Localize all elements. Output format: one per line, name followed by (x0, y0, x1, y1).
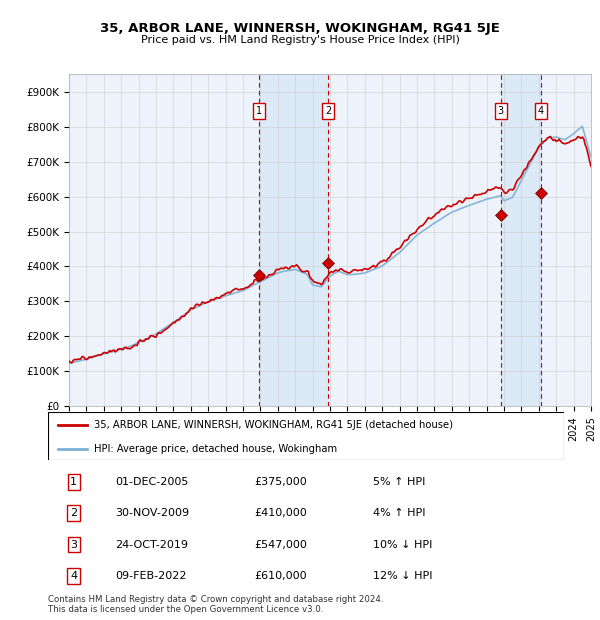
Text: 35, ARBOR LANE, WINNERSH, WOKINGHAM, RG41 5JE: 35, ARBOR LANE, WINNERSH, WOKINGHAM, RG4… (100, 22, 500, 35)
Text: £610,000: £610,000 (254, 571, 307, 581)
Text: 1: 1 (256, 106, 262, 116)
Bar (259, 74, 328, 406)
Text: 10% ↓ HPI: 10% ↓ HPI (373, 539, 433, 549)
Text: 2: 2 (70, 508, 77, 518)
Text: 4: 4 (70, 571, 77, 581)
Text: 5% ↑ HPI: 5% ↑ HPI (373, 477, 425, 487)
Text: Price paid vs. HM Land Registry's House Price Index (HPI): Price paid vs. HM Land Registry's House … (140, 35, 460, 45)
Text: £410,000: £410,000 (254, 508, 307, 518)
Text: £375,000: £375,000 (254, 477, 307, 487)
Text: 3: 3 (497, 106, 504, 116)
Text: £547,000: £547,000 (254, 539, 307, 549)
Text: 3: 3 (70, 539, 77, 549)
Text: 4% ↑ HPI: 4% ↑ HPI (373, 508, 425, 518)
Text: 35, ARBOR LANE, WINNERSH, WOKINGHAM, RG41 5JE (detached house): 35, ARBOR LANE, WINNERSH, WOKINGHAM, RG4… (94, 420, 454, 430)
Text: 30-NOV-2009: 30-NOV-2009 (115, 508, 189, 518)
Text: 2: 2 (325, 106, 332, 116)
Text: HPI: Average price, detached house, Wokingham: HPI: Average price, detached house, Woki… (94, 445, 338, 454)
Text: 01-DEC-2005: 01-DEC-2005 (115, 477, 188, 487)
Bar (500, 74, 541, 406)
Text: 09-FEB-2022: 09-FEB-2022 (115, 571, 187, 581)
Text: 24-OCT-2019: 24-OCT-2019 (115, 539, 188, 549)
Text: 4: 4 (538, 106, 544, 116)
Text: 1: 1 (70, 477, 77, 487)
Text: 12% ↓ HPI: 12% ↓ HPI (373, 571, 433, 581)
Text: Contains HM Land Registry data © Crown copyright and database right 2024.
This d: Contains HM Land Registry data © Crown c… (48, 595, 383, 614)
